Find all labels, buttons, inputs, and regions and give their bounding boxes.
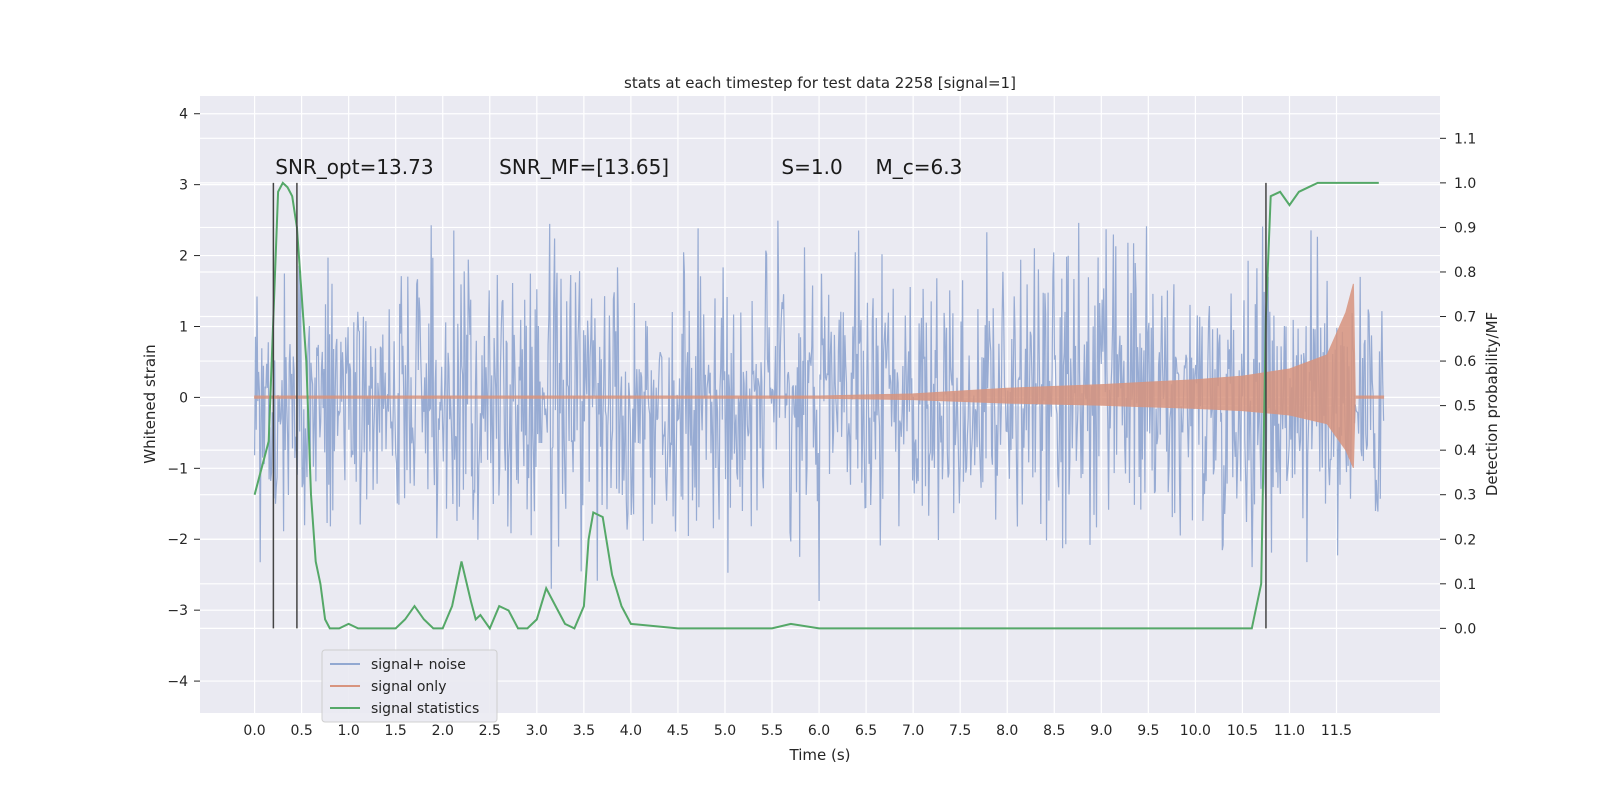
y-tick-label: 3: [179, 178, 188, 194]
x-tick-label: 7.5: [949, 723, 971, 739]
y-tick-label: −4: [167, 674, 188, 690]
x-tick-label: 11.5: [1321, 723, 1352, 739]
chart-title: stats at each timestep for test data 225…: [624, 74, 1016, 92]
y2-tick-label: 1.0: [1454, 176, 1476, 192]
y2-axis-ticks: 1.1 1.0 0.9 0.8 0.7 0.6 0.5 0.4 0.3 0.2 0.1 0.0: [1440, 131, 1476, 637]
y2-tick-label: 0.8: [1454, 265, 1476, 281]
legend-label-signal-statistics: signal statistics: [371, 701, 479, 717]
x-tick-label: 10.5: [1227, 723, 1258, 739]
x-tick-label: 1.5: [385, 723, 407, 739]
x-tick-label: 3.5: [573, 723, 595, 739]
x-tick-label: 6.5: [855, 723, 877, 739]
y2-tick-label: 0.5: [1454, 399, 1476, 415]
y-axis-ticks: 4 3 2 1 0 −1 −2 −3 −4: [167, 107, 200, 690]
x-tick-label: 0.5: [290, 723, 312, 739]
y2-tick-label: 0.0: [1454, 621, 1476, 637]
y-tick-label: −2: [167, 532, 188, 548]
x-tick-label: 11.0: [1274, 723, 1305, 739]
y-axis-label: Whitened strain: [141, 344, 159, 463]
y2-tick-label: 1.1: [1454, 131, 1476, 147]
y2-tick-label: 0.4: [1454, 443, 1476, 459]
x-tick-label: 9.0: [1090, 723, 1112, 739]
x-tick-label: 3.0: [526, 723, 548, 739]
x-tick-label: 7.0: [902, 723, 924, 739]
x-tick-label: 4.0: [620, 723, 642, 739]
x-tick-label: 2.0: [432, 723, 454, 739]
annotation-label: SNR_opt=13.73: [275, 155, 433, 179]
y2-axis-label: Detection probability/MF: [1483, 312, 1501, 496]
x-tick-label: 0.0: [243, 723, 265, 739]
y2-tick-label: 0.2: [1454, 532, 1476, 548]
y-tick-label: 2: [179, 249, 188, 265]
annotation-label: SNR_MF=[13.65]: [499, 155, 669, 179]
x-axis-label: Time (s): [789, 746, 851, 764]
y-tick-label: 0: [179, 390, 188, 406]
x-tick-label: 5.5: [761, 723, 783, 739]
x-axis-ticks: 0.0 0.5 1.0 1.5 2.0 2.5 3.0 3.5 4.0 4.5 5.0 5.5 6.0 6…: [243, 723, 1352, 739]
y2-tick-label: 0.1: [1454, 577, 1476, 593]
annotation-label: M_c=6.3: [876, 155, 963, 179]
y-tick-label: −3: [167, 603, 188, 619]
legend: signal+ noise signal only signal statist…: [322, 650, 497, 722]
y-tick-label: 4: [179, 107, 188, 123]
x-tick-label: 8.0: [996, 723, 1018, 739]
y-tick-label: −1: [167, 461, 188, 477]
y2-tick-label: 0.3: [1454, 488, 1476, 504]
x-tick-label: 2.5: [479, 723, 501, 739]
y2-tick-label: 0.9: [1454, 220, 1476, 236]
x-tick-label: 6.0: [808, 723, 830, 739]
x-tick-label: 10.0: [1180, 723, 1211, 739]
legend-label-signal-plus-noise: signal+ noise: [371, 657, 466, 673]
annotation-label: S=1.0: [781, 155, 842, 179]
x-tick-label: 8.5: [1043, 723, 1065, 739]
legend-label-signal-only: signal only: [371, 679, 446, 695]
y2-tick-label: 0.7: [1454, 310, 1476, 326]
y-tick-label: 1: [179, 319, 188, 335]
y2-tick-label: 0.6: [1454, 354, 1476, 370]
x-tick-label: 4.5: [667, 723, 689, 739]
x-tick-label: 1.0: [338, 723, 360, 739]
x-tick-label: 5.0: [714, 723, 736, 739]
x-tick-label: 9.5: [1137, 723, 1159, 739]
